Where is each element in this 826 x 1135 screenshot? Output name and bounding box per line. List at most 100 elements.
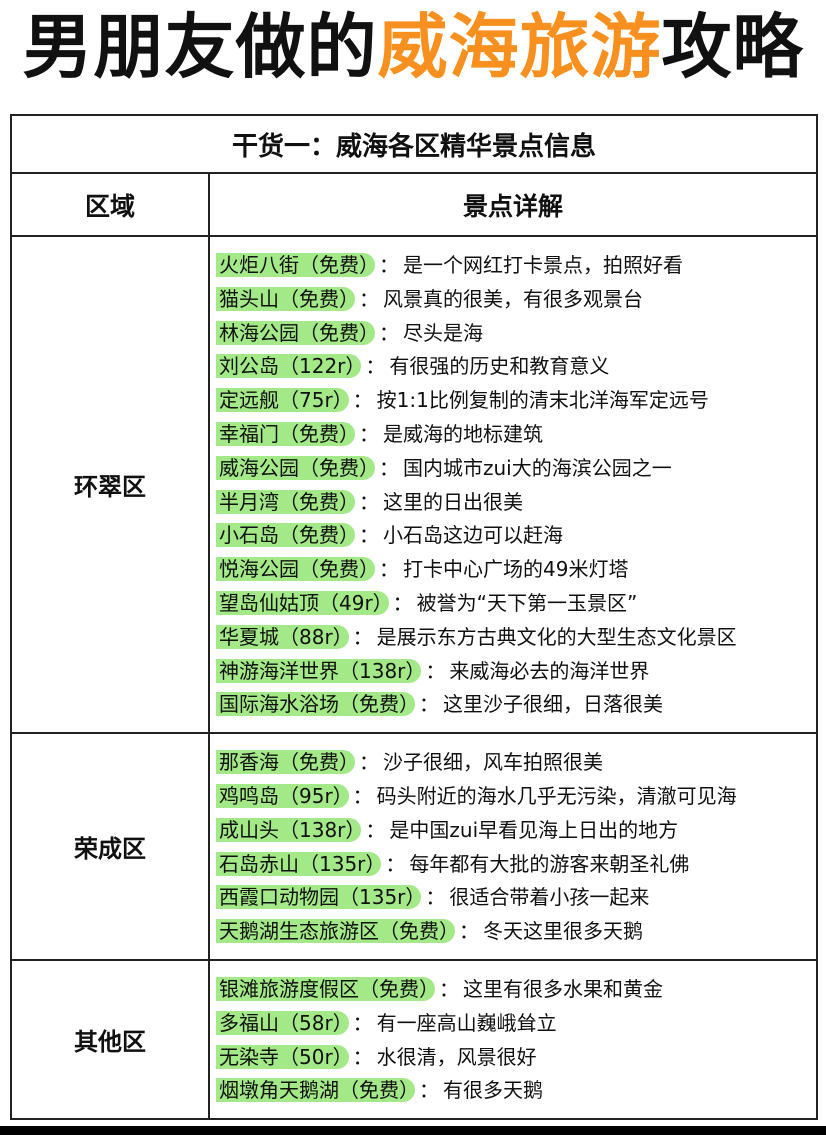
attraction-description: 是中国zui早看见海上日出的地方 bbox=[389, 817, 679, 842]
attraction-name: 天鹅湖生态旅游区（免费） bbox=[216, 919, 455, 944]
attraction-description: 冬天这里很多天鹅 bbox=[483, 919, 643, 944]
attraction-name: 猫头山（免费） bbox=[216, 286, 355, 311]
list-item: 火炬八街（免费）：是一个网红打卡景点，拍照好看 bbox=[216, 249, 816, 283]
attraction-description: 有一座高山巍峨耸立 bbox=[376, 1010, 557, 1035]
attraction-name: 定远舰（75r） bbox=[216, 388, 349, 413]
region-name: 荣成区 bbox=[10, 732, 210, 961]
attraction-name: 威海公园（免费） bbox=[216, 455, 375, 480]
list-item: 刘公岛（122r）：有很强的历史和教育意义 bbox=[216, 350, 816, 384]
separator: ： bbox=[419, 692, 439, 717]
title-prefix: 男朋友做的 bbox=[22, 6, 378, 88]
separator: ： bbox=[365, 817, 386, 842]
separator: ： bbox=[379, 253, 399, 277]
list-item: 烟墩角天鹅湖（免费）：有很多天鹅 bbox=[216, 1074, 816, 1108]
attraction-name: 火炬八街（免费） bbox=[216, 253, 375, 277]
attraction-description: 尽头是海 bbox=[403, 320, 483, 345]
separator: ： bbox=[425, 658, 446, 683]
attraction-list: 那香海（免费）：沙子很细，风车拍照很美 鸡鸣岛（95r）：码头附近的海水几乎无污染… bbox=[208, 732, 818, 961]
list-item: 天鹅湖生态旅游区（免费）：冬天这里很多天鹅 bbox=[216, 915, 816, 949]
list-item: 定远舰（75r）：按1:1比例复制的清末北洋海军定远号 bbox=[216, 384, 816, 418]
attraction-name: 西霞口动物园（135r） bbox=[216, 885, 422, 910]
header-details: 景点详解 bbox=[208, 172, 818, 237]
list-item: 幸福门（免费）：是威海的地标建筑 bbox=[216, 418, 816, 452]
separator: ： bbox=[379, 557, 399, 582]
list-item: 银滩旅游度假区（免费）：这里有很多水果和黄金 bbox=[216, 973, 816, 1007]
bottom-bar bbox=[0, 1126, 826, 1135]
separator: ： bbox=[379, 320, 399, 345]
separator: ： bbox=[459, 919, 479, 944]
attraction-description: 这里有很多水果和黄金 bbox=[463, 976, 663, 1001]
attraction-name: 多福山（58r） bbox=[216, 1010, 349, 1035]
attraction-name: 那香海（免费） bbox=[216, 750, 355, 775]
title-suffix: 攻略 bbox=[661, 6, 804, 88]
attraction-description: 沙子很细，风车拍照很美 bbox=[383, 750, 603, 775]
page-title: 男朋友做的威海旅游攻略 bbox=[0, 4, 826, 90]
region-name: 其他区 bbox=[10, 958, 210, 1121]
list-item: 多福山（58r）：有一座高山巍峨耸立 bbox=[216, 1007, 816, 1041]
separator: ： bbox=[365, 354, 386, 379]
attraction-description: 按1:1比例复制的清末北洋海军定远号 bbox=[376, 388, 709, 413]
separator: ： bbox=[385, 851, 406, 876]
attraction-name: 成山头（138r） bbox=[216, 817, 362, 842]
attraction-description: 打卡中心广场的49米灯塔 bbox=[403, 557, 629, 582]
attraction-name: 幸福门（免费） bbox=[216, 421, 355, 446]
separator: ： bbox=[359, 286, 379, 311]
region-section: 其他区 银滩旅游度假区（免费）：这里有很多水果和黄金 多福山（58r）：有一座高山巍… bbox=[10, 958, 818, 1121]
list-item: 半月湾（免费）：这里的日出很美 bbox=[216, 486, 816, 520]
list-item: 小石岛（免费）：小石岛这边可以赶海 bbox=[216, 519, 816, 553]
title-highlight: 威海旅游 bbox=[377, 6, 662, 88]
list-item: 国际海水浴场（免费）：这里沙子很细，日落很美 bbox=[216, 688, 816, 722]
attraction-name: 望岛仙姑顶（49r） bbox=[216, 590, 389, 615]
attraction-description: 这里沙子很细，日落很美 bbox=[443, 692, 663, 717]
attraction-description: 很适合带着小孩一起来 bbox=[449, 885, 650, 910]
attraction-description: 每年都有大批的游客来朝圣礼佛 bbox=[409, 851, 690, 876]
region-section: 环翠区 火炬八街（免费）：是一个网红打卡景点，拍照好看 猫头山（免费）：风景真的很美… bbox=[10, 234, 818, 735]
attraction-description: 码头附近的海水几乎无污染，清澈可见海 bbox=[376, 783, 737, 808]
list-item: 无染寺（50r）：水很清，风景很好 bbox=[216, 1041, 816, 1075]
attraction-name: 悦海公园（免费） bbox=[216, 557, 375, 582]
attraction-description: 是一个网红打卡景点，拍照好看 bbox=[403, 253, 683, 277]
separator: ： bbox=[352, 1010, 373, 1035]
attraction-description: 风景真的很美，有很多观景台 bbox=[383, 286, 643, 311]
region-section: 荣成区 那香海（免费）：沙子很细，风车拍照很美 鸡鸣岛（95r）：码头附近的海水几乎… bbox=[10, 732, 818, 961]
table-caption: 干货一：威海各区精华景点信息 bbox=[10, 114, 818, 174]
list-item: 成山头（138r）：是中国zui早看见海上日出的地方 bbox=[216, 814, 816, 848]
attraction-name: 刘公岛（122r） bbox=[216, 354, 362, 379]
attraction-description: 是威海的地标建筑 bbox=[383, 421, 543, 446]
attractions-table: 干货一：威海各区精华景点信息 区域 景点详解 环翠区 火炬八街（免费）：是一个网红… bbox=[10, 114, 818, 1121]
list-item: 鸡鸣岛（95r）：码头附近的海水几乎无污染，清澈可见海 bbox=[216, 780, 816, 814]
separator: ： bbox=[392, 590, 413, 615]
list-item: 悦海公园（免费）：打卡中心广场的49米灯塔 bbox=[216, 553, 816, 587]
attraction-description: 是展示东方古典文化的大型生态文化景区 bbox=[376, 624, 737, 649]
attraction-name: 石岛赤山（135r） bbox=[216, 851, 382, 876]
separator: ： bbox=[359, 523, 379, 548]
separator: ： bbox=[359, 421, 379, 446]
attraction-description: 小石岛这边可以赶海 bbox=[383, 523, 563, 548]
separator: ： bbox=[352, 783, 373, 808]
attraction-name: 神游海洋世界（138r） bbox=[216, 658, 422, 683]
header-region: 区域 bbox=[10, 172, 210, 237]
attraction-list: 银滩旅游度假区（免费）：这里有很多水果和黄金 多福山（58r）：有一座高山巍峨耸立… bbox=[208, 958, 818, 1121]
attraction-name: 小石岛（免费） bbox=[216, 523, 355, 548]
list-item: 神游海洋世界（138r）：来威海必去的海洋世界 bbox=[216, 655, 816, 689]
region-name: 环翠区 bbox=[10, 234, 210, 735]
attraction-description: 被誉为“天下第一玉景区” bbox=[416, 590, 638, 615]
list-item: 西霞口动物园（135r）：很适合带着小孩一起来 bbox=[216, 881, 816, 915]
attraction-name: 无染寺（50r） bbox=[216, 1044, 349, 1069]
separator: ： bbox=[359, 750, 379, 775]
separator: ： bbox=[352, 1044, 373, 1069]
list-item: 望岛仙姑顶（49r）：被誉为“天下第一玉景区” bbox=[216, 587, 816, 621]
attraction-name: 烟墩角天鹅湖（免费） bbox=[216, 1078, 415, 1103]
attraction-name: 鸡鸣岛（95r） bbox=[216, 783, 349, 808]
list-item: 林海公园（免费）：尽头是海 bbox=[216, 317, 816, 351]
separator: ： bbox=[379, 455, 399, 480]
attraction-description: 国内城市zui大的海滨公园之一 bbox=[403, 455, 672, 480]
separator: ： bbox=[439, 976, 459, 1001]
attraction-description: 有很强的历史和教育意义 bbox=[389, 354, 610, 379]
separator: ： bbox=[359, 489, 379, 514]
attraction-description: 水很清，风景很好 bbox=[376, 1044, 537, 1069]
attraction-description: 这里的日出很美 bbox=[383, 489, 523, 514]
attraction-list: 火炬八街（免费）：是一个网红打卡景点，拍照好看 猫头山（免费）：风景真的很美，有很… bbox=[208, 234, 818, 735]
list-item: 猫头山（免费）：风景真的很美，有很多观景台 bbox=[216, 283, 816, 317]
attraction-name: 华夏城（88r） bbox=[216, 624, 349, 649]
